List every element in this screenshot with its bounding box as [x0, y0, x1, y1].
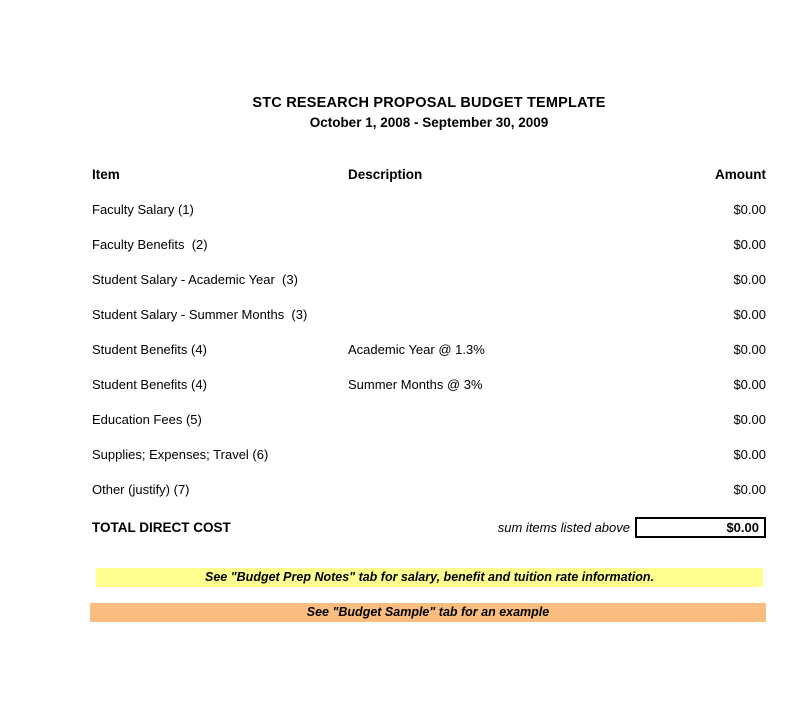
table-row: Student Salary - Summer Months (3) $0.00 [92, 307, 766, 342]
amount-cell: $0.00 [733, 202, 766, 217]
amount-cell: $0.00 [733, 447, 766, 462]
table-row: Supplies; Expenses; Travel (6) $0.00 [92, 447, 766, 482]
description-cell: Summer Months @ 3% [348, 377, 483, 392]
column-header-description: Description [348, 167, 423, 182]
table-row: Education Fees (5) $0.00 [92, 412, 766, 447]
item-cell: Faculty Benefits (2) [92, 237, 208, 252]
amount-cell: $0.00 [733, 412, 766, 427]
item-cell: Education Fees (5) [92, 412, 202, 427]
amount-cell: $0.00 [733, 307, 766, 322]
document-date-range: October 1, 2008 - September 30, 2009 [309, 115, 549, 130]
item-cell: Student Salary - Summer Months (3) [92, 307, 308, 322]
document-header: STC RESEARCH PROPOSAL BUDGET TEMPLATE Oc… [92, 93, 766, 132]
item-cell: Student Salary - Academic Year (3) [92, 272, 298, 287]
total-label: TOTAL DIRECT COST [92, 520, 231, 535]
amount-cell: $0.00 [733, 482, 766, 497]
amount-cell: $0.00 [733, 342, 766, 357]
amount-cell: $0.00 [733, 272, 766, 287]
budget-table: Item Description Amount Faculty Salary (… [92, 167, 766, 553]
item-cell: Supplies; Expenses; Travel (6) [92, 447, 269, 462]
table-header-row: Item Description Amount [92, 167, 766, 202]
total-row: TOTAL DIRECT COST sum items listed above… [92, 517, 766, 553]
item-cell: Student Benefits (4) [92, 377, 207, 392]
total-note: sum items listed above [497, 520, 630, 535]
total-amount-box: $0.00 [635, 517, 766, 538]
budget-sample-note-banner: See "Budget Sample" tab for an example [90, 603, 766, 622]
table-row: Faculty Benefits (2) $0.00 [92, 237, 766, 272]
amount-cell: $0.00 [733, 237, 766, 252]
item-cell: Faculty Salary (1) [92, 202, 194, 217]
table-row: Student Salary - Academic Year (3) $0.00 [92, 272, 766, 307]
amount-cell: $0.00 [733, 377, 766, 392]
document-title: STC RESEARCH PROPOSAL BUDGET TEMPLATE [252, 95, 606, 111]
table-row: Student Benefits (4) Summer Months @ 3% … [92, 377, 766, 412]
table-row: Other (justify) (7) $0.00 [92, 482, 766, 517]
item-cell: Other (justify) (7) [92, 482, 190, 497]
column-header-amount: Amount [715, 167, 766, 182]
table-row: Faculty Salary (1) $0.00 [92, 202, 766, 237]
description-cell: Academic Year @ 1.3% [348, 342, 485, 357]
budget-prep-note-banner: See "Budget Prep Notes" tab for salary, … [96, 568, 763, 587]
item-cell: Student Benefits (4) [92, 342, 207, 357]
column-header-item: Item [92, 167, 120, 182]
table-row: Student Benefits (4) Academic Year @ 1.3… [92, 342, 766, 377]
